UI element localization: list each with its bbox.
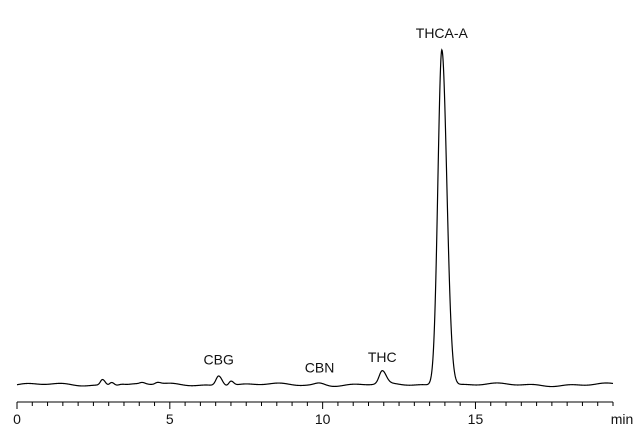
x-axis-unit-label: min (611, 411, 634, 427)
peak-label-cbn: CBN (305, 360, 335, 376)
x-axis: 0 5 10 15 min (13, 401, 634, 427)
peak-label-cbg: CBG (204, 352, 234, 368)
x-tick-label: 10 (315, 411, 331, 427)
x-tick-label: 0 (13, 411, 21, 427)
peak-label-thc: THC (368, 349, 397, 365)
x-tick-label: 15 (468, 411, 484, 427)
peak-label-thca-a: THCA-A (416, 25, 469, 41)
x-tick-label: 5 (166, 411, 174, 427)
peak-labels: CBG CBN THC THCA-A (204, 25, 469, 375)
chromatogram-trace (16, 48, 614, 388)
trace-layer (16, 48, 614, 388)
